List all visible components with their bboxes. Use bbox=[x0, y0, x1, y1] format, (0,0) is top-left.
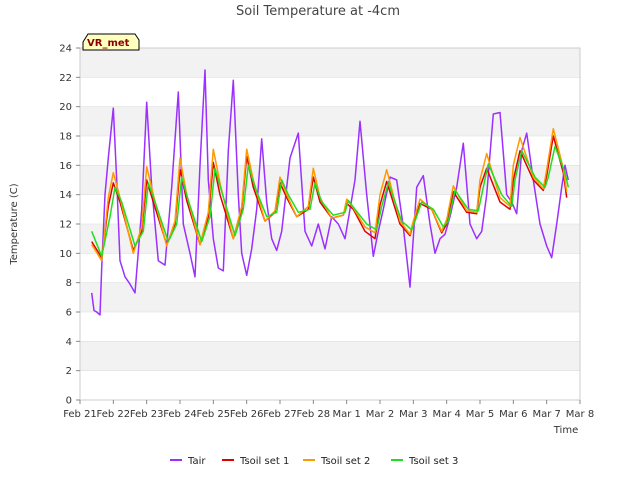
legend-label-tsoil-set-2: Tsoil set 2 bbox=[320, 456, 370, 467]
y-tick-label: 14 bbox=[59, 190, 72, 201]
y-tick-label: 0 bbox=[66, 396, 72, 407]
x-tick-label: Mar 7 bbox=[532, 409, 560, 420]
y-tick-label: 22 bbox=[59, 73, 72, 84]
x-tick-label: Feb 27 bbox=[263, 409, 297, 420]
badge-label: VR_met bbox=[87, 38, 130, 49]
x-tick-label: Feb 24 bbox=[163, 409, 197, 420]
grid-band bbox=[80, 165, 580, 195]
chart-title: Soil Temperature at -4cm bbox=[236, 4, 400, 19]
grid-band bbox=[80, 282, 580, 312]
badge-background bbox=[82, 33, 140, 51]
legend-label-tsoil-set-1: Tsoil set 1 bbox=[239, 456, 289, 467]
grid-band bbox=[80, 77, 580, 107]
grid-band bbox=[80, 48, 580, 78]
x-tick-label: Feb 22 bbox=[97, 409, 131, 420]
y-tick-label: 24 bbox=[59, 44, 72, 55]
grid-band bbox=[80, 194, 580, 224]
x-tick-label: Feb 23 bbox=[130, 409, 164, 420]
x-tick-label: Feb 21 bbox=[63, 409, 97, 420]
grid-band bbox=[80, 106, 580, 136]
grid-band bbox=[80, 253, 580, 283]
x-tick-label: Mar 4 bbox=[432, 409, 460, 420]
y-axis-title: Temperature (C) bbox=[9, 183, 20, 265]
x-axis-ticks: Feb 21 Feb 22 Feb 23 Feb 24 Feb 25 Feb 26 Feb … bbox=[63, 400, 594, 420]
series-line-tsoil-set-2 bbox=[91, 127, 568, 262]
y-tick-label: 8 bbox=[66, 278, 72, 289]
grid-band bbox=[80, 312, 580, 342]
x-tick-label: Mar 6 bbox=[499, 409, 527, 420]
x-tick-label: Feb 28 bbox=[297, 409, 331, 420]
x-tick-label: Feb 25 bbox=[197, 409, 231, 420]
legend: Tair Tsoil set 1 Tsoil set 2 Tsoil set 3 bbox=[170, 456, 458, 467]
series-line-tsoil-set-3 bbox=[91, 145, 570, 258]
y-tick-label: 2 bbox=[66, 366, 72, 377]
grid-band bbox=[80, 370, 580, 400]
y-tick-label: 6 bbox=[66, 308, 72, 319]
x-axis-title: Time bbox=[553, 425, 578, 436]
y-tick-label: 16 bbox=[59, 161, 72, 172]
y-tick-label: 4 bbox=[66, 337, 72, 348]
y-tick-label: 10 bbox=[59, 249, 72, 260]
grid-band bbox=[80, 136, 580, 166]
legend-label-tair: Tair bbox=[187, 456, 206, 467]
series-lines bbox=[90, 69, 570, 316]
legend-label-tsoil-set-3: Tsoil set 3 bbox=[408, 456, 458, 467]
x-tick-label: Mar 2 bbox=[366, 409, 394, 420]
x-tick-label: Mar 5 bbox=[466, 409, 494, 420]
station-badge: VR_met bbox=[82, 33, 140, 51]
y-tick-label: 12 bbox=[59, 220, 72, 231]
series-line-tair bbox=[90, 69, 570, 316]
y-tick-label: 20 bbox=[59, 102, 72, 113]
plot-background-bands bbox=[80, 48, 580, 401]
y-tick-label: 18 bbox=[59, 132, 72, 143]
x-tick-label: Feb 26 bbox=[230, 409, 264, 420]
x-tick-label: Mar 8 bbox=[566, 409, 594, 420]
grid-band bbox=[80, 341, 580, 371]
x-tick-label: Mar 1 bbox=[332, 409, 360, 420]
x-tick-label: Mar 3 bbox=[399, 409, 427, 420]
